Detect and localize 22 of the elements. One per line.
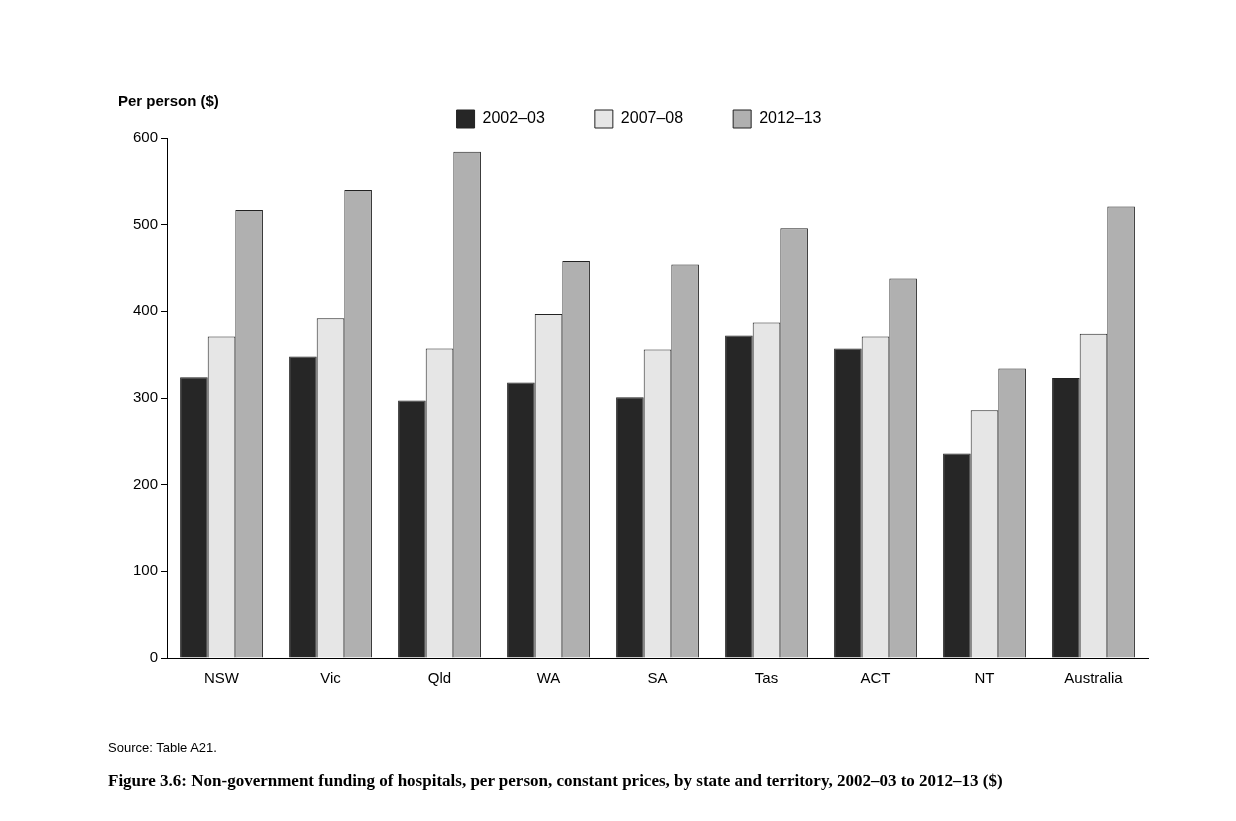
text: Figure 3.6: Non-government funding of hospitals, per person, constant prices, by state and territory, 2002–03 to 2012–13 ($) [108,770,1004,792]
y-tick-label: 100 [133,561,159,579]
x-tick-label: NSW [204,669,240,687]
source-note: Source: Table A21. [108,740,217,755]
y-axis-title: Per person ($) [118,92,219,109]
x-tick-label: Qld [427,669,452,687]
legend-label: 2007–08 [620,109,684,127]
y-tick-label: 0 [149,648,159,666]
x-tick-label: WA [536,669,561,687]
x-tick-label: Tas [754,669,779,687]
x-tick-label: Vic [320,669,342,687]
legend-label: 2012–13 [759,109,822,127]
legend-label: 2002–03 [482,109,545,127]
x-tick-label: NT [974,669,995,687]
x-tick-label: ACT [860,669,891,687]
y-tick-label: 600 [133,128,159,146]
x-tick-label: Australia [1064,669,1124,687]
y-tick-label: 500 [133,214,159,232]
y-tick-label: 400 [133,301,159,319]
x-tick-label: SA [647,669,668,687]
y-tick-label: 200 [133,474,159,492]
y-tick-label: 300 [133,388,159,406]
